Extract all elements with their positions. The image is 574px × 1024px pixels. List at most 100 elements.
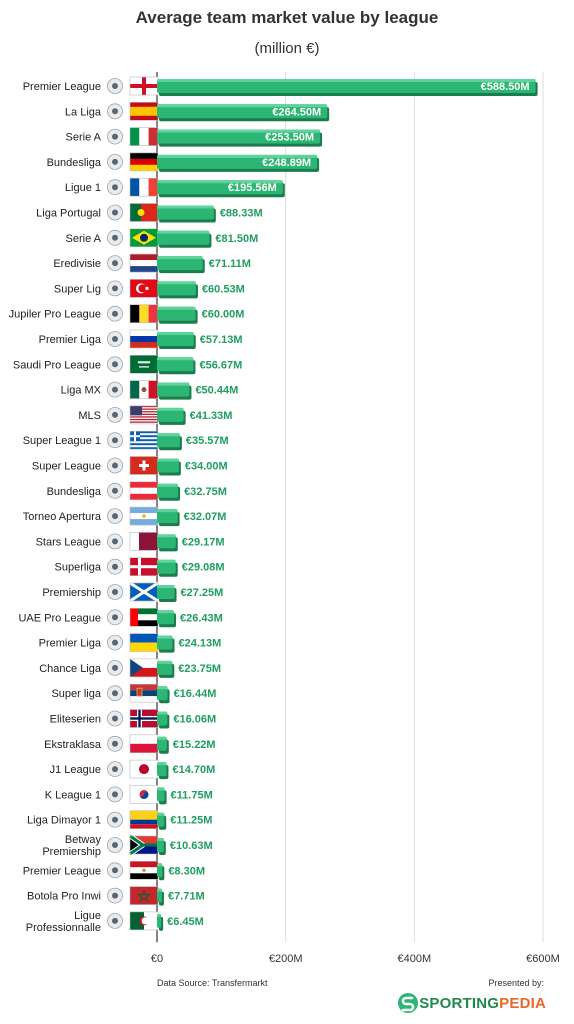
bar-value-label: €56.67M [199,359,242,371]
brand-logo: SPORTINGPEDIA [397,992,546,1014]
bar [157,509,180,527]
flag-scotland-icon [129,581,159,603]
category-label: Super Lig [54,283,101,295]
category-label: Superliga [55,562,102,574]
bar [157,610,177,628]
bar [157,357,196,375]
bar [157,787,167,805]
bar [157,129,323,147]
bar [157,256,205,274]
bar [157,812,167,830]
category-label: Liga Dimayor 1 [27,815,101,827]
flag-japan-icon [129,759,159,779]
bar [157,888,164,906]
category-label: Chance Liga [39,663,102,675]
flag-argentina-icon [129,506,159,526]
bar-value-label: €32.07M [184,511,227,523]
flag-czech-icon [129,658,159,678]
category-label: Liga MX [61,385,102,397]
flag-morocco-icon [129,886,159,905]
bar-value-label: €253.50M [265,132,314,144]
bar-value-label: €50.44M [195,385,238,397]
category-label: Ekstraklasa [44,739,102,751]
flag-germany-icon [129,152,159,172]
category-label: Botola Pro Inwi [27,891,101,903]
bar-value-label: €264.50M [272,106,321,118]
category-label: J1 League [50,764,101,776]
flag-netherlands-icon [129,253,159,273]
flag-france-icon [129,177,159,197]
bar [157,79,538,96]
category-label: Saudi Pro League [13,359,101,371]
flag-belgium-icon [129,304,159,324]
flag-poland-icon [129,734,159,754]
category-label: Serie A [66,233,102,245]
bar [157,281,198,299]
category-label: Super League 1 [23,435,101,447]
bar-value-label: €24.13M [179,638,222,650]
bar [157,585,177,602]
flag-turkey-icon [129,279,159,298]
category-label: Premier League [23,865,101,877]
flag-egypt-icon [129,860,159,880]
bar [157,382,192,400]
bar-value-label: €34.00M [185,461,228,473]
bar-value-label: €27.25M [181,587,224,599]
bar-value-label: €32.75M [184,486,227,498]
flag-mexico-icon [129,380,159,399]
bar [157,306,198,324]
category-label: Super liga [51,688,101,700]
flag-ukraine-icon [129,633,159,652]
bar-value-label: €7.71M [168,891,205,903]
brand-s-icon [398,993,419,1013]
bar-value-label: €16.06M [173,714,216,726]
bar [157,660,175,678]
chart-title: Average team market value by league [135,8,439,27]
bar-value-label: €11.25M [170,815,212,827]
brand-name-part2: PEDIA [499,994,546,1012]
bar [157,762,169,780]
x-tick-label: €600M [526,953,560,965]
bar-value-label: €81.50M [215,233,258,245]
flag-colombia-icon [129,810,159,830]
category-label: Liga Portugal [36,208,101,220]
bar-value-label: €8.30M [168,865,205,877]
bar [157,686,170,704]
bar-value-label: €6.45M [167,916,204,928]
bar [157,559,178,577]
category-label: Premier Liga [39,334,102,346]
category-label: Bundesliga [47,486,102,498]
presented-by-label: Presented by: [488,978,544,988]
bar [157,635,175,653]
bar-value-label: €41.33M [190,410,233,422]
flag-spain-icon [129,102,159,121]
bar [157,736,169,754]
flag-uae-icon [129,607,159,627]
bar-value-label: €29.08M [182,562,225,574]
bar [157,863,165,881]
flag-greece-icon [129,430,159,450]
bar-value-label: €35.57M [186,435,229,447]
brand-name-part1: SPORTING [419,994,500,1012]
bar-value-label: €26.43M [180,612,223,624]
bar [157,154,320,172]
flag-usa-icon [129,405,159,425]
category-label: Super League [32,461,101,473]
flag-denmark-icon [129,557,159,577]
category-label: Betway Premiership [42,834,101,858]
flag-south-korea-icon [129,785,159,804]
category-label: MLS [78,410,101,422]
bar-value-label: €11.75M [171,789,213,801]
flag-norway-icon [129,709,159,728]
category-label: Premier League [23,81,101,93]
x-tick-label: €0 [151,953,163,965]
bar-value-label: €195.56M [228,182,277,194]
category-label: Stars League [36,536,101,548]
bar-value-label: €15.22M [173,739,216,751]
flag-serbia-icon [129,683,159,703]
bar-value-label: €88.33M [220,208,263,220]
bar-value-label: €71.11M [209,258,251,270]
bar [157,104,330,122]
flag-italy-icon [129,127,159,146]
bar-value-label: €14.70M [172,764,215,776]
